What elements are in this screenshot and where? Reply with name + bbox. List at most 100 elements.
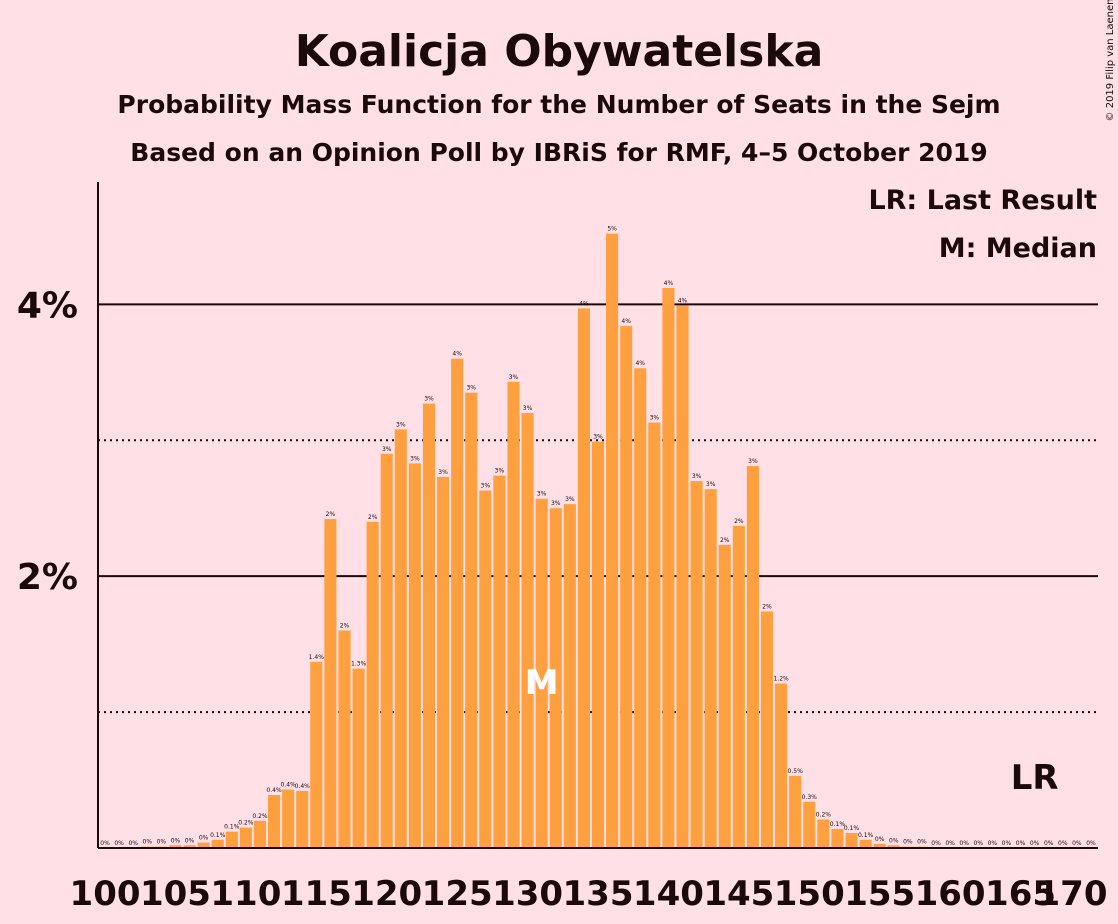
x-tick-label: 130 [492, 874, 563, 914]
data-label-seat-105: 0% [171, 837, 181, 844]
bar-seat-156 [887, 845, 900, 848]
bar-seat-125 [451, 358, 464, 848]
data-label-seat-167: 0% [1044, 840, 1054, 847]
data-label-seat-154: 0.1% [858, 832, 874, 839]
bar-seat-116 [324, 519, 337, 848]
data-label-seat-165: 0% [1016, 840, 1026, 847]
bar-seat-113 [282, 789, 295, 848]
data-label-seat-103: 0% [143, 839, 153, 846]
legend-median: M: Median [939, 233, 1097, 264]
bar-seat-147 [760, 611, 774, 848]
data-label-seat-138: 4% [635, 360, 645, 367]
x-tick-label: 150 [774, 874, 845, 914]
data-label-seat-157: 0% [903, 839, 913, 846]
bar-seat-155 [873, 843, 886, 848]
data-label-seat-151: 0.2% [816, 811, 832, 818]
data-label-seat-104: 0% [157, 839, 167, 846]
bar-seat-118 [352, 668, 365, 848]
bar-seat-136 [606, 233, 619, 848]
bar-seat-123 [422, 403, 436, 848]
bar-seat-148 [775, 683, 788, 848]
x-tick-label: 165 [985, 874, 1056, 914]
data-label-seat-128: 3% [495, 468, 505, 475]
data-label-seat-141: 4% [678, 298, 688, 305]
bar-seat-144 [718, 544, 731, 848]
bar-seat-150 [803, 801, 816, 848]
data-label-seat-139: 3% [650, 415, 660, 422]
data-label-seat-127: 3% [481, 483, 491, 490]
bar-seat-137 [620, 326, 633, 848]
data-label-seat-136: 5% [607, 226, 617, 233]
data-label-seat-134: 4% [579, 300, 589, 307]
bar-seat-107 [197, 842, 210, 848]
bar-seat-121 [394, 429, 407, 848]
bar-seat-119 [366, 521, 379, 848]
bar-seat-115 [310, 661, 323, 848]
x-tick-label: 125 [422, 874, 493, 914]
data-label-seat-164: 0% [1002, 840, 1012, 847]
bar-seat-141 [676, 305, 689, 849]
data-label-seat-101: 0% [114, 840, 124, 847]
data-label-seat-116: 2% [326, 511, 336, 518]
bar-seat-126 [465, 392, 478, 848]
data-label-seat-169: 0% [1072, 840, 1082, 847]
data-label-seat-163: 0% [988, 840, 998, 847]
x-tick-label: 145 [703, 874, 774, 914]
bars [141, 233, 928, 849]
bar-seat-143 [704, 489, 717, 848]
bar-seat-128 [493, 475, 506, 848]
bar-seat-109 [225, 831, 238, 848]
bar-seat-105 [169, 845, 182, 848]
data-label-seat-102: 0% [128, 840, 138, 847]
x-tick-label: 100 [70, 874, 141, 914]
data-label-seat-130: 3% [523, 405, 533, 412]
legend-last-result: LR: Last Result [868, 185, 1097, 216]
data-label-seat-145: 2% [734, 518, 744, 525]
data-label-seat-150: 0.3% [802, 794, 818, 801]
data-label-seat-152: 0.1% [830, 821, 846, 828]
chart-subtitle-2: Based on an Opinion Poll by IBRiS for RM… [130, 138, 987, 167]
data-label-seat-155: 0% [875, 836, 885, 843]
bar-seat-106 [183, 845, 196, 848]
data-label-seat-146: 3% [748, 458, 758, 465]
bar-seat-146 [746, 466, 759, 848]
data-label-seat-117: 2% [340, 623, 350, 630]
bar-seat-112 [268, 794, 281, 848]
data-label-seat-120: 3% [382, 446, 392, 453]
data-label-seat-111: 0.2% [252, 813, 268, 820]
data-label-seat-137: 4% [621, 318, 631, 325]
data-label-seat-106: 0% [185, 837, 195, 844]
x-tick-label: 115 [281, 874, 352, 914]
data-label-seat-156: 0% [889, 837, 899, 844]
data-label-seat-158: 0% [917, 839, 927, 846]
bar-seat-152 [831, 828, 844, 848]
bar-seat-124 [437, 476, 450, 848]
data-label-seat-149: 0.5% [788, 768, 804, 775]
data-label-seat-121: 3% [396, 421, 406, 428]
bar-seat-129 [507, 381, 520, 848]
data-label-seat-143: 3% [706, 481, 716, 488]
bar-seat-131 [535, 498, 548, 848]
last-result-marker: LR [1011, 758, 1059, 798]
data-label-seat-112: 0.4% [266, 787, 282, 794]
x-tick-label: 155 [844, 874, 915, 914]
data-label-seat-118: 1.3% [351, 661, 367, 668]
bar-seat-133 [563, 504, 576, 848]
bar-seat-110 [239, 827, 252, 848]
bar-seat-151 [817, 819, 830, 848]
data-label-seat-135: 3% [593, 434, 603, 441]
bar-seat-140 [662, 288, 675, 848]
data-label-seat-107: 0% [199, 835, 209, 842]
y-tick-label: 2% [17, 557, 78, 598]
bar-seat-122 [408, 463, 421, 848]
x-tick-label: 140 [633, 874, 704, 914]
data-label-seat-140: 4% [664, 280, 674, 287]
data-label-seat-166: 0% [1030, 840, 1040, 847]
chart-subtitle-1: Probability Mass Function for the Number… [117, 90, 1000, 119]
data-label-seat-119: 2% [368, 514, 378, 521]
bar-seat-111 [253, 820, 267, 848]
chart-title: Koalicja Obywatelska [295, 26, 824, 77]
data-label-seat-122: 3% [410, 455, 420, 462]
